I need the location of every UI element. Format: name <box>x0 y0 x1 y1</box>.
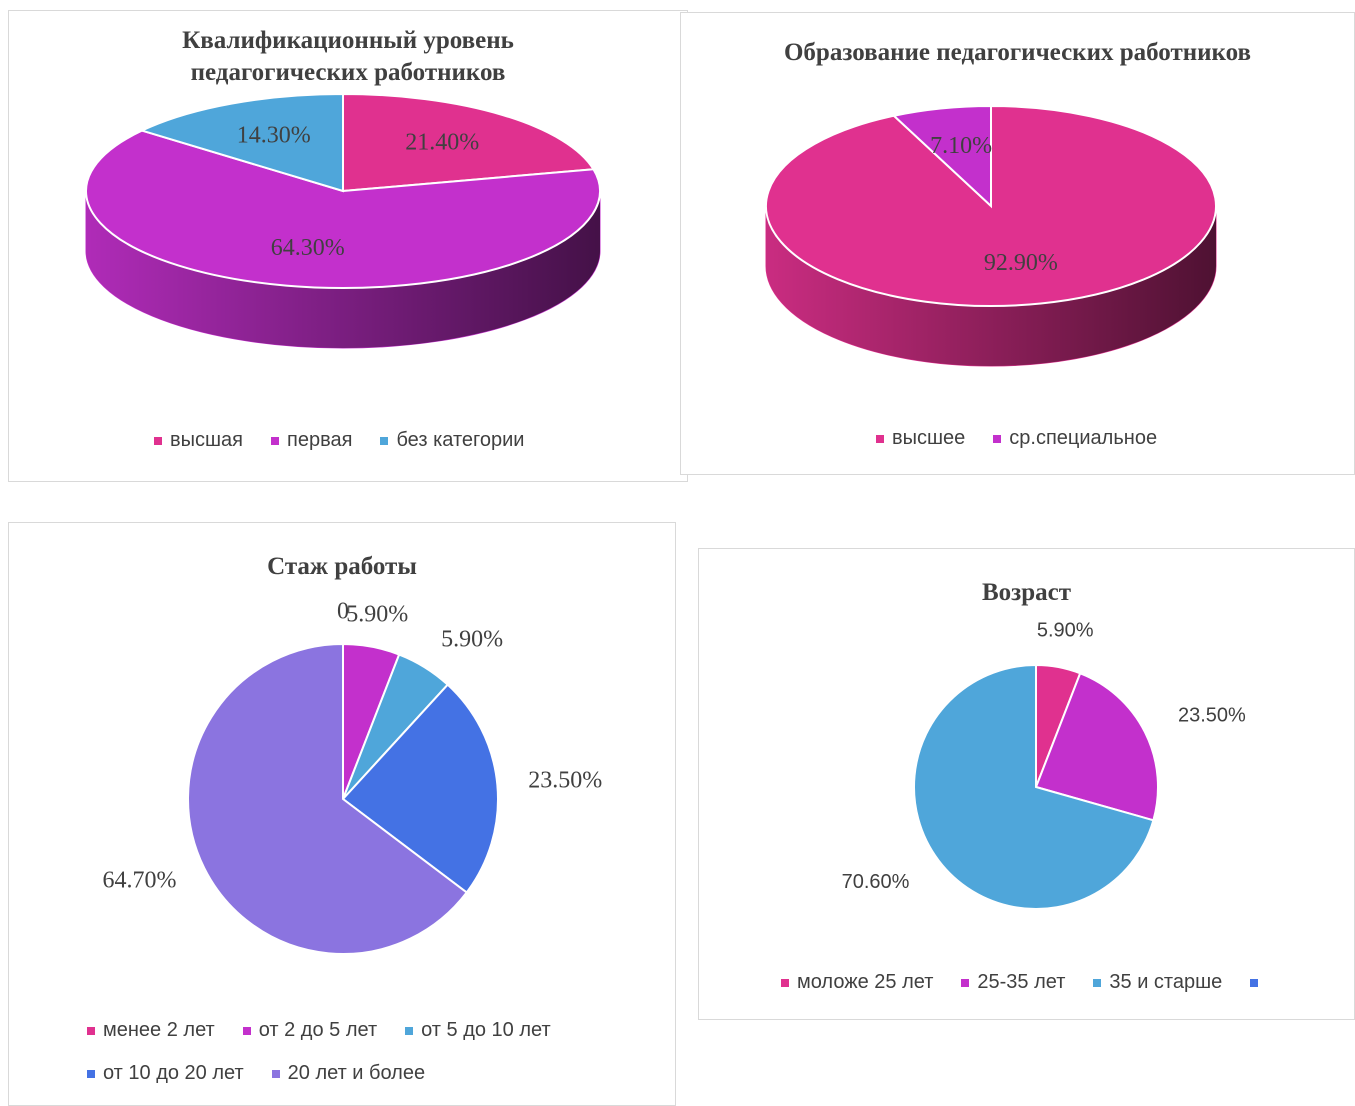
legend-item: от 10 до 20 лет <box>87 1062 244 1085</box>
slice <box>85 129 601 289</box>
legend: менее 2 лет от 2 до 5 лет от 5 до 10 лет от… <box>87 1019 647 1085</box>
legend-swatch <box>87 1069 95 1078</box>
chart-panel: 0 5.90% 5.90% 23.50% 64.70% Стаж работы менее … <box>8 522 676 1106</box>
legend-label: высшая <box>170 429 243 451</box>
legend-item: моложе 25 лет <box>781 971 933 994</box>
legend-swatch <box>961 978 970 987</box>
legend: высшая первая без категории <box>154 429 674 452</box>
slice <box>342 92 596 193</box>
legend-swatch <box>876 434 884 443</box>
data-label: 23.50% <box>1178 705 1246 727</box>
chart-panel: 5.90% 23.50% 70.60% Возраст моложе 25 лет 25-… <box>698 548 1355 1020</box>
legend-item: менее 2 лет <box>87 1019 215 1042</box>
legend-label: от 2 до 5 лет <box>258 1019 378 1041</box>
legend: моложе 25 лет 25-35 лет 35 и старше <box>781 971 1355 994</box>
legend: высшее ср.специальное <box>876 427 1336 450</box>
legend-swatch <box>271 1069 280 1078</box>
chart-title: Стаж работы <box>267 553 417 580</box>
legend-label: от 10 до 20 лет <box>103 1062 244 1084</box>
chart: 5.90% 23.50% 70.60% <box>842 619 1246 910</box>
chart-title: Образование педагогических работников <box>783 39 1252 66</box>
slice <box>891 104 992 209</box>
legend-label: от 5 до 10 лет <box>421 1019 551 1041</box>
data-label: 5.90% <box>1037 619 1094 641</box>
chart-title: Возраст <box>981 579 1071 606</box>
chart: 92.90% 7.10% <box>765 104 1217 367</box>
legend-swatch <box>271 436 279 445</box>
legend-item: 20 лет и более <box>271 1062 426 1085</box>
legend-item: от 5 до 10 лет <box>405 1019 551 1042</box>
legend-label: без категории <box>396 429 525 451</box>
legend-item: от 2 до 5 лет <box>242 1019 378 1042</box>
data-label: 5.90% <box>441 627 503 653</box>
legend-swatch <box>781 978 789 987</box>
legend-label: моложе 25 лет <box>797 971 934 993</box>
legend-item: ср.специальное <box>993 427 1157 450</box>
legend-swatch <box>380 436 389 445</box>
chart-panel: 92.90% 7.10% Образование педагогических ра… <box>680 12 1355 475</box>
slice <box>1034 671 1159 822</box>
legend-item: высшее <box>876 427 965 450</box>
slice <box>187 642 469 955</box>
legend-swatch <box>405 1026 414 1035</box>
slice <box>341 683 499 894</box>
legend-swatch <box>154 436 162 445</box>
legend-swatch <box>1250 978 1259 987</box>
legend-item: 35 и старше <box>1093 971 1222 994</box>
slice <box>139 92 344 193</box>
legend-label: менее 2 лет <box>103 1019 215 1041</box>
legend-label: первая <box>287 429 353 451</box>
data-label: 5.90% <box>346 602 408 628</box>
data-label: 23.50% <box>528 768 602 794</box>
legend-label: 35 и старше <box>1109 971 1223 993</box>
chart: 05.90%5.90%23.50%64.70% <box>102 599 602 955</box>
legend-item: без категории <box>380 429 524 452</box>
legend-swatch <box>993 434 1002 443</box>
slice-shade <box>86 191 600 348</box>
legend-item <box>1250 971 1266 994</box>
chart-title: Квалификационный уровень педагогических … <box>182 27 514 86</box>
chart: 21.40% 64.30% 14.30% <box>85 92 601 349</box>
legend-item: 25-35 лет <box>961 971 1065 994</box>
legend-swatch <box>242 1026 251 1035</box>
chart-panel: 21.40% 64.30% 14.30% Квалификационный урове… <box>8 10 688 482</box>
legend-swatch <box>1093 978 1102 987</box>
legend-label: 20 лет и более <box>287 1062 426 1084</box>
legend-label: ср.специальное <box>1009 427 1158 449</box>
legend-label: 25-35 лет <box>977 971 1066 993</box>
legend-item: высшая <box>154 429 243 452</box>
legend-label: высшее <box>892 427 966 449</box>
data-label: 0 <box>337 599 349 625</box>
slice-shade <box>766 206 1216 366</box>
legend-item: первая <box>271 429 352 452</box>
data-label: 70.60% <box>842 871 910 893</box>
slice <box>913 663 1155 910</box>
data-label: 64.30% <box>271 235 345 261</box>
data-label: 14.30% <box>237 122 311 148</box>
legend-swatch <box>87 1026 95 1035</box>
data-label: 21.40% <box>405 129 479 155</box>
data-label: 7.10% <box>930 133 992 159</box>
data-label: 92.90% <box>984 250 1058 276</box>
data-label: 64.70% <box>102 867 176 893</box>
